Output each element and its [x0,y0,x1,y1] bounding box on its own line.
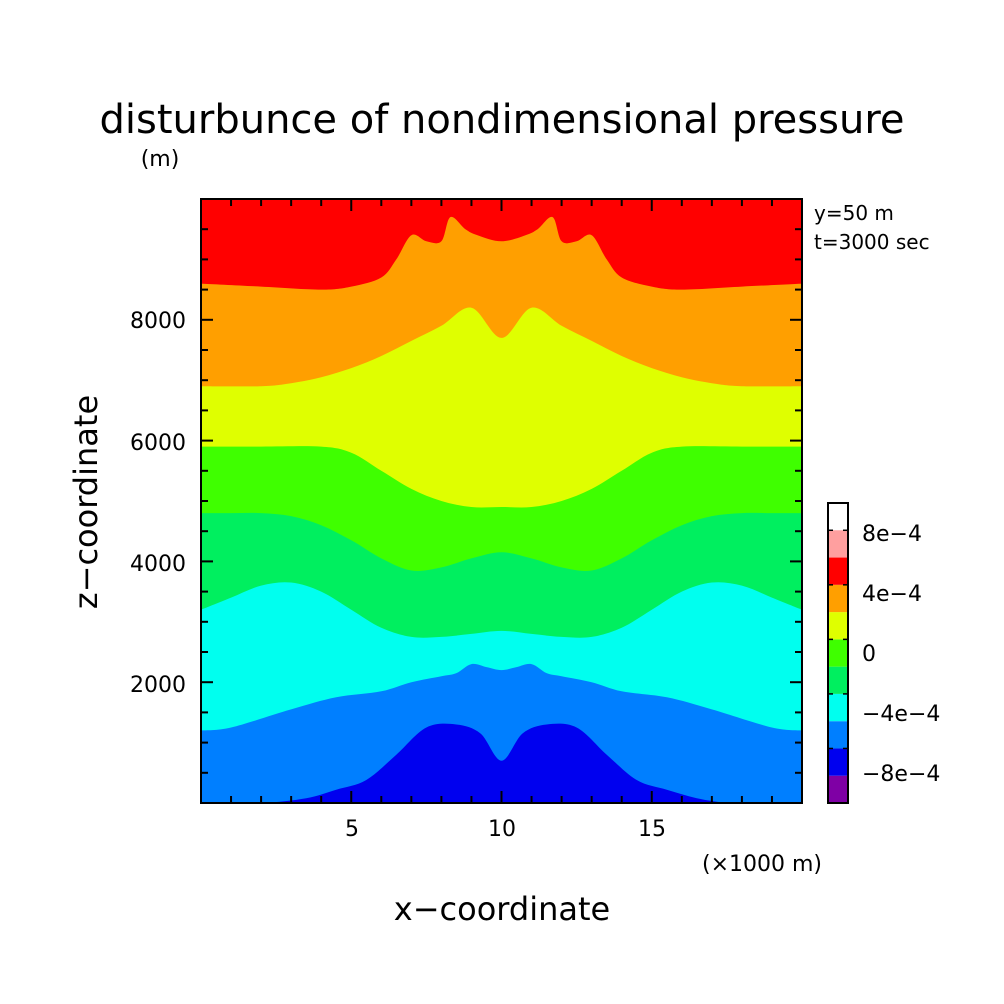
annotation-t: t=3000 sec [814,230,930,254]
colorbar-swatch-0 [828,775,848,803]
colorbar-swatch-1 [828,748,848,776]
x-tick-label-5: 5 [345,817,359,842]
x-tick-label-15: 15 [638,817,666,842]
colorbar-swatch-7 [828,584,848,613]
colorbar-swatch-8 [828,557,848,585]
colorbar-label-minus-4e-4: −4e−4 [862,702,940,727]
y-unit-label: (m) [141,147,180,172]
colorbar-frame [827,502,849,804]
colorbar-label-0: 0 [862,642,876,667]
colorbar-swatch-5 [828,639,848,667]
x-axis-label: x−coordinate [394,890,610,928]
annotation-y: y=50 m [814,201,894,225]
y-tick-label-6000: 6000 [130,431,186,456]
x-unit-label: (×1000 m) [702,852,822,877]
chart-title: disturbunce of nondimensional pressure [100,97,905,143]
contour-fill-layers [201,199,802,803]
axis-ticks [201,199,802,803]
colorbar-swatch-4 [828,666,848,694]
y-tick-label-8000: 8000 [130,309,186,334]
band-below-b-0.0006 [201,723,802,803]
colorbar-swatch-6 [828,612,848,640]
colorbar [827,502,849,804]
y-tick-label-4000: 4000 [130,552,186,577]
colorbar-swatch-3 [828,693,848,722]
band-below-b-0.0004 [201,663,802,803]
colorbar-label-minus-8e-4: −8e−4 [862,762,940,787]
x-tick-label-10: 10 [488,817,516,842]
y-tick-label-2000: 2000 [130,673,186,698]
colorbar-swatch-9 [828,530,848,558]
colorbar-label-4e-4: 4e−4 [862,582,922,607]
colorbar-swatch-2 [828,721,848,749]
colorbar-label-8e-4: 8e−4 [862,522,922,547]
y-axis-label: z−coordinate [67,395,105,609]
